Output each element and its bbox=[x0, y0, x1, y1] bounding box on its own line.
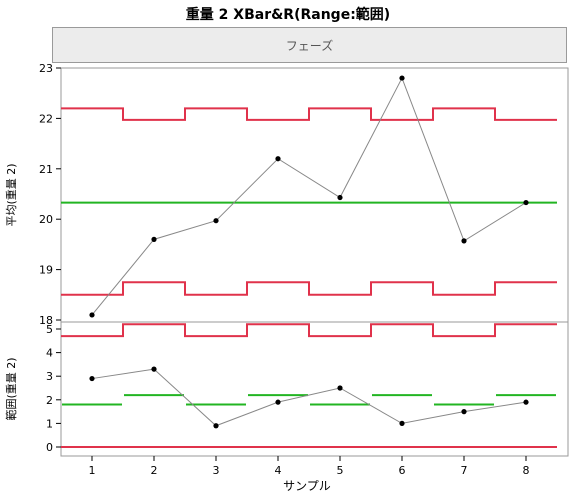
range-y-tick-label: 2 bbox=[46, 394, 53, 407]
xbar-data-point bbox=[213, 218, 219, 224]
range-data-point bbox=[523, 399, 529, 405]
xbar-series-line bbox=[91, 76, 527, 316]
xbar-y-tick-label: 20 bbox=[39, 213, 53, 226]
xbar-data-point bbox=[399, 75, 405, 81]
range-y-tick-label: 0 bbox=[46, 441, 53, 454]
range-y-tick-label: 1 bbox=[46, 417, 53, 430]
x-tick-label: 6 bbox=[399, 464, 406, 477]
range-y-axis-label: 範囲(重量 2) bbox=[4, 357, 18, 420]
x-axis-label: サンプル bbox=[283, 479, 331, 493]
xbar-y-tick-label: 23 bbox=[39, 62, 53, 75]
range-data-point bbox=[89, 375, 95, 382]
phase-label: フェーズ bbox=[285, 38, 334, 53]
xbar-data-point bbox=[523, 199, 529, 206]
xbar-panel: 18 19 20 21 22 23 bbox=[39, 62, 557, 327]
range-y-tick-label: 3 bbox=[46, 370, 53, 383]
range-data-point bbox=[275, 399, 281, 405]
range-data-point bbox=[461, 409, 467, 415]
xbar-y-tick-label: 22 bbox=[39, 112, 53, 125]
xbar-y-tick-label: 21 bbox=[39, 163, 53, 176]
xbar-ucl-line bbox=[61, 107, 557, 121]
xbar-y-tick-label: 18 bbox=[39, 314, 53, 327]
range-data-point bbox=[337, 385, 343, 391]
phase-header: フェーズ bbox=[52, 27, 567, 63]
xbar-y-tick-label: 19 bbox=[39, 264, 53, 277]
range-data-point bbox=[213, 423, 219, 429]
range-plot-frame bbox=[60, 321, 569, 457]
xbar-y-axis-label: 平均(重量 2) bbox=[4, 163, 18, 226]
range-ucl-line bbox=[61, 323, 557, 338]
x-axis: 1 2 3 4 5 6 7 8 bbox=[89, 456, 530, 477]
xbar-plot-frame bbox=[60, 67, 569, 323]
range-panel: 0 1 2 3 4 5 bbox=[46, 323, 557, 454]
x-tick-label: 5 bbox=[337, 464, 344, 477]
chart-title: 重量 2 XBar&R(Range:範囲) bbox=[185, 7, 391, 23]
xbar-data-point bbox=[275, 156, 281, 162]
x-tick-label: 3 bbox=[213, 464, 220, 477]
xbar-data-point bbox=[461, 238, 467, 244]
xbar-data-point bbox=[89, 312, 95, 318]
xbar-data-point bbox=[151, 236, 157, 242]
x-tick-label: 4 bbox=[275, 464, 282, 477]
range-y-tick-label: 5 bbox=[46, 323, 53, 336]
range-data-point bbox=[399, 420, 405, 426]
xbar-data-point bbox=[337, 194, 343, 201]
x-tick-label: 1 bbox=[89, 464, 96, 477]
x-tick-label: 8 bbox=[523, 464, 530, 477]
x-tick-label: 7 bbox=[461, 464, 468, 477]
range-data-point bbox=[151, 366, 157, 372]
x-tick-label: 2 bbox=[151, 464, 158, 477]
xbar-lcl-line bbox=[61, 281, 557, 296]
range-y-tick-label: 4 bbox=[46, 347, 53, 360]
range-series-line bbox=[91, 368, 527, 427]
